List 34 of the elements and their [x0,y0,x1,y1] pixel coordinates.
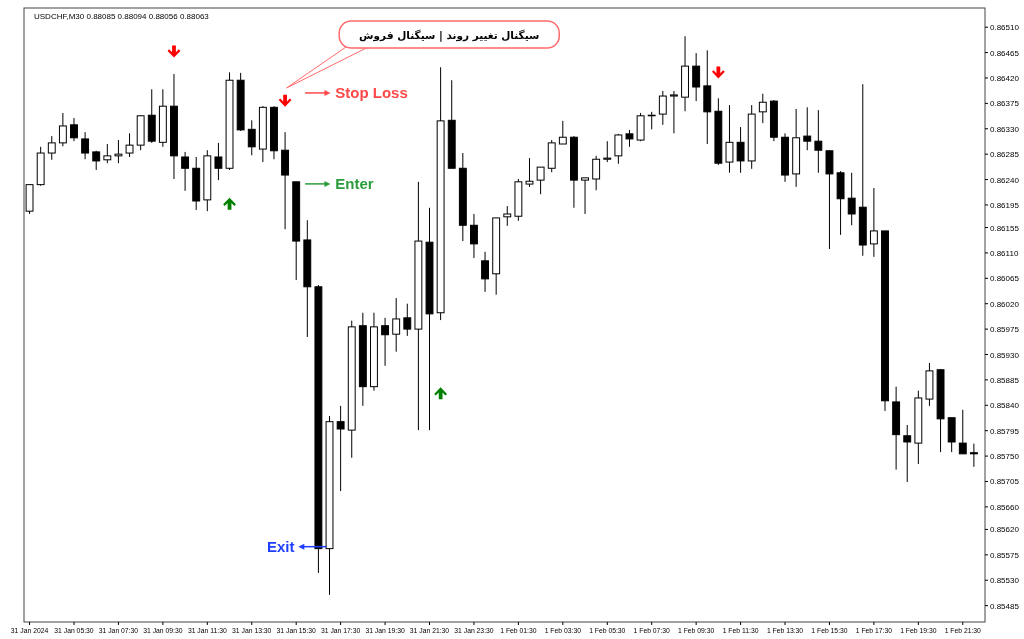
y-tick-label: 0.86510 [990,23,1020,33]
y-tick-label: 0.86065 [990,274,1020,284]
y-tick-label: 0.86420 [990,73,1020,83]
y-tick-label: 0.85485 [990,601,1020,611]
annotation: سیگنال تغییر روند | سیگنال فروش [359,29,540,43]
text: USDCHF,M30 0.88085 0.88094 0.88056 0.88063 [34,12,210,21]
y-tick-label: 0.86155 [990,223,1020,233]
point [223,197,236,210]
y-tick-label: 0.86195 [990,200,1020,210]
y-tick-label: 0.85750 [990,452,1020,462]
annotation: Enter [335,174,374,192]
y-tick-label: 0.86375 [990,99,1020,109]
y-tick-label: 0.85530 [990,576,1020,586]
y-tick-label: 0.86110 [990,248,1019,258]
y-tick-label: 0.85840 [990,401,1020,411]
y-tick-label: 0.86285 [990,150,1020,160]
y-tick-label: 0.85620 [990,525,1020,535]
y-tick-label: 0.86465 [990,48,1020,58]
annotation: Exit [266,537,295,555]
y-tick-label: 0.85660 [990,502,1020,512]
y-tick-label: 0.85975 [990,325,1020,335]
point [167,45,181,58]
point [711,66,725,79]
y-tick-label: 0.86020 [990,299,1020,309]
point [434,387,448,400]
annotation: Stop Loss [335,83,408,101]
y-tick-label: 0.86240 [990,175,1020,185]
y-tick-label: 0.85575 [990,550,1020,560]
y-tick-label: 0.85705 [990,477,1020,487]
point [278,94,292,107]
y-tick-label: 0.85795 [990,426,1020,436]
y-tick-label: 0.85930 [990,350,1020,360]
y-tick-label: 0.86330 [990,124,1020,134]
y-tick-label: 0.85885 [990,375,1020,385]
